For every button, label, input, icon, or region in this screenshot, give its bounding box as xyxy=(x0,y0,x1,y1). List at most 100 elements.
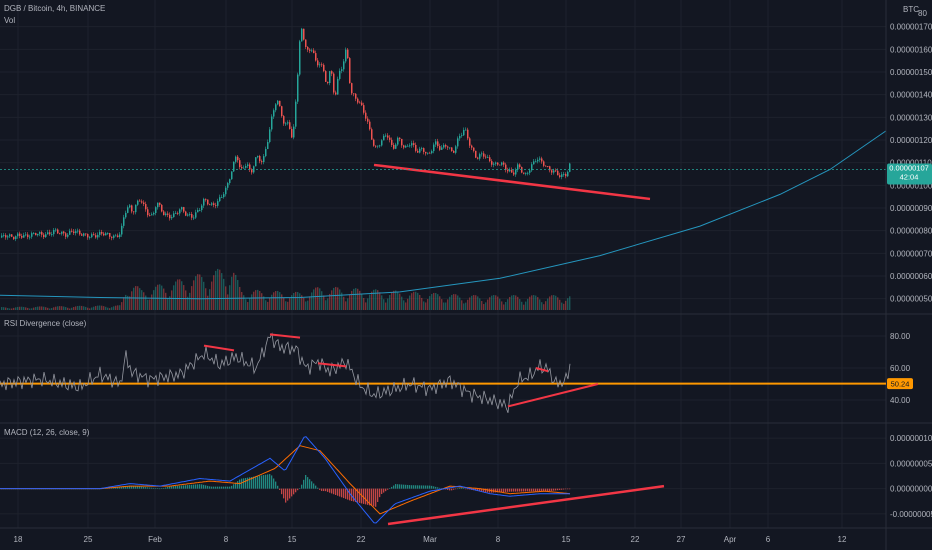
volume-bar xyxy=(331,290,333,310)
macd-histogram-bar xyxy=(537,488,539,492)
candle-body xyxy=(273,110,275,117)
macd-histogram-bar xyxy=(563,488,565,490)
last-price-badge[interactable]: 0.00000107 42:04 xyxy=(887,163,932,185)
candle-body xyxy=(291,128,293,138)
volume-bar xyxy=(107,307,109,310)
volume-bar xyxy=(69,308,71,310)
candle-body xyxy=(33,233,35,234)
candle-body xyxy=(81,234,83,236)
volume-bar xyxy=(317,287,319,310)
candle-body xyxy=(513,172,515,175)
macd-title[interactable]: MACD (12, 26, close, 9) xyxy=(4,428,90,437)
volume-title[interactable]: Vol xyxy=(4,16,16,25)
candle-body xyxy=(47,232,49,235)
volume-bar xyxy=(71,307,73,310)
volume-bar xyxy=(439,296,441,310)
candle-body xyxy=(221,197,223,198)
price-trendline[interactable] xyxy=(373,163,651,201)
macd-histogram-bar xyxy=(275,481,277,489)
candle-body xyxy=(321,64,323,66)
candle-body xyxy=(535,161,537,163)
macd-axis[interactable]: 0.00000010 0.00000005 0.00000000 -0.0000000… xyxy=(890,434,932,519)
volume-bar xyxy=(153,290,155,310)
time-tick-label: 15 xyxy=(288,535,297,544)
macd-histogram-bar xyxy=(531,488,533,492)
candle-body xyxy=(85,233,87,235)
volume-bar xyxy=(391,292,393,310)
rsi-legend[interactable]: RSI Divergence (close) xyxy=(4,319,86,328)
rsi-value-badge[interactable]: 50.24 xyxy=(887,378,913,390)
candle-body xyxy=(429,152,431,154)
volume-bar xyxy=(395,290,397,310)
candle-body xyxy=(219,197,221,202)
volume-bar xyxy=(293,292,295,310)
volume-bar xyxy=(275,291,277,310)
volume-bar xyxy=(459,297,461,310)
candle-body xyxy=(127,207,129,213)
candle-body xyxy=(209,204,211,206)
macd-histogram-bar xyxy=(133,485,135,489)
time-tick-label: 12 xyxy=(838,535,847,544)
candle-body xyxy=(59,233,61,235)
volume-bar xyxy=(33,307,35,310)
volume-bar xyxy=(3,307,5,310)
candle-body xyxy=(27,234,29,238)
rsi-pane[interactable] xyxy=(0,332,886,413)
macd-histogram-bar xyxy=(403,484,405,489)
candle-body xyxy=(569,163,571,172)
volume-bar xyxy=(503,304,505,310)
volume-bar xyxy=(371,291,373,310)
macd-pane[interactable] xyxy=(0,436,665,526)
rsi-axis[interactable]: 80.00 60.00 40.00 xyxy=(890,332,911,405)
candle-body xyxy=(445,145,447,147)
macd-histogram-bar xyxy=(329,488,331,493)
macd-histogram-bar xyxy=(165,487,167,489)
candle-body xyxy=(3,235,5,236)
macd-histogram-bar xyxy=(319,488,321,490)
candle-body xyxy=(269,129,271,143)
candle-body xyxy=(423,148,425,152)
macd-histogram-bar xyxy=(213,486,215,489)
volume-legend[interactable]: Vol xyxy=(4,16,15,25)
candle-body xyxy=(111,236,113,238)
candle-body xyxy=(19,233,21,236)
candle-body xyxy=(155,207,157,214)
volume-bar xyxy=(479,298,481,310)
volume-bar xyxy=(315,287,317,310)
macd-histogram-bar xyxy=(115,487,117,489)
volume-bar xyxy=(467,299,469,310)
macd-histogram-bar xyxy=(273,478,275,489)
volume-bar xyxy=(443,302,445,310)
symbol-title[interactable]: DGB / Bitcoin, 4h, BINANCE xyxy=(4,4,106,13)
price-axis[interactable]: 0.00000170 0.00000160 0.00000150 0.00000140… xyxy=(890,23,932,304)
time-axis[interactable]: 18 25 Feb 8 15 22 Mar 8 15 22 27 Apr 6 12 xyxy=(14,535,847,544)
candle-body xyxy=(397,137,399,145)
candle-body xyxy=(475,150,477,158)
candle-body xyxy=(337,78,339,95)
volume-bar xyxy=(305,301,307,310)
macd-line xyxy=(0,436,570,524)
volume-bar xyxy=(113,306,115,310)
volume-bar xyxy=(75,306,77,310)
volume-bar xyxy=(151,294,153,310)
volume-bar xyxy=(201,277,203,310)
macd-legend[interactable]: MACD (12, 26, close, 9) xyxy=(4,428,89,437)
candle-body xyxy=(503,162,505,165)
volume-bar xyxy=(505,301,507,310)
candle-body xyxy=(435,141,437,145)
candle-body xyxy=(185,211,187,216)
volume-bar xyxy=(11,308,13,310)
macd-histogram-bar xyxy=(397,484,399,489)
volume-bar xyxy=(283,297,285,310)
candle-body xyxy=(287,122,289,124)
rsi-title[interactable]: RSI Divergence (close) xyxy=(4,319,87,328)
volume-bar xyxy=(245,299,247,310)
time-tick-label: Mar xyxy=(423,535,437,544)
symbol-legend[interactable]: DGB / Bitcoin, 4h, BINANCE xyxy=(4,4,105,13)
macd-histogram-bar xyxy=(355,488,357,502)
candle-body xyxy=(563,174,565,175)
candle-body xyxy=(411,143,413,146)
macd-histogram-bar xyxy=(201,484,203,489)
macd-histogram-bar xyxy=(229,486,231,489)
